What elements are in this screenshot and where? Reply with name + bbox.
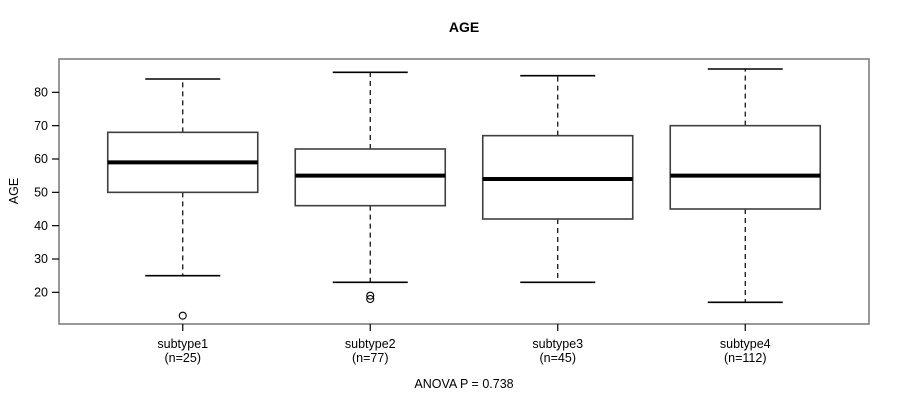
outlier-point <box>366 291 375 300</box>
group-label: subtype4 <box>720 337 771 351</box>
plot-frame <box>58 58 870 325</box>
group-label: subtype1 <box>157 337 208 351</box>
group-n-label: (n=77) <box>352 351 388 365</box>
y-axis-tick-label: 20 <box>34 286 48 300</box>
chart-title: AGE <box>448 19 480 35</box>
y-axis-tick-label: 60 <box>34 152 48 166</box>
y-axis-tick-label: 70 <box>34 119 48 133</box>
y-axis-tick-label: 50 <box>34 186 48 200</box>
outlier-point <box>178 311 187 320</box>
group-n-label: (n=25) <box>165 351 201 365</box>
group-label: subtype2 <box>345 337 396 351</box>
iqr-box <box>669 124 822 210</box>
y-axis-tick-label: 40 <box>34 219 48 233</box>
outlier-point <box>366 294 375 304</box>
group-n-label: (n=45) <box>540 351 576 365</box>
anova-p-value-label: ANOVA P = 0.738 <box>414 377 514 391</box>
y-axis-tick-label: 30 <box>34 252 48 266</box>
y-axis-tick-label: 80 <box>34 86 48 100</box>
group-label: subtype3 <box>532 337 583 351</box>
group-n-label: (n=112) <box>724 351 767 365</box>
